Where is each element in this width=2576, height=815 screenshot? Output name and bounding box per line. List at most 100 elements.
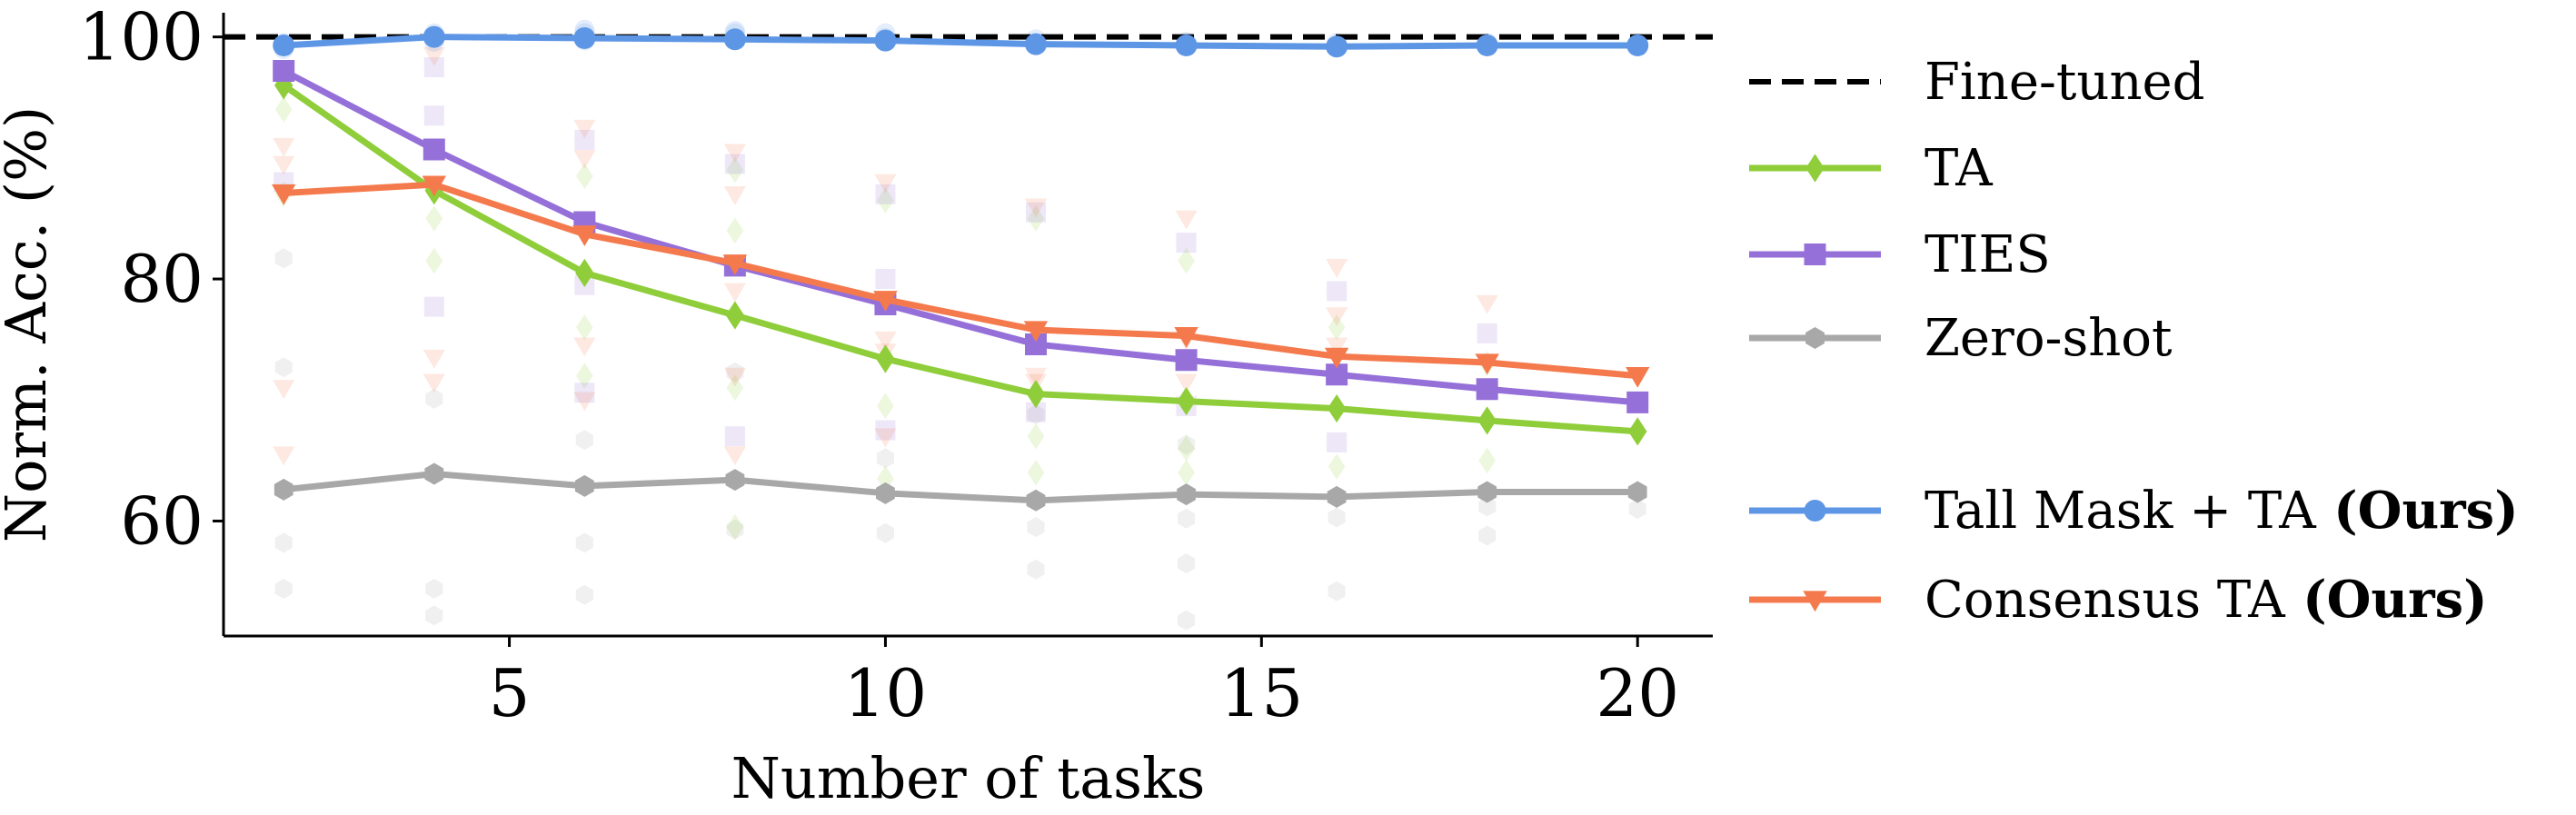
faint-point: [1026, 202, 1046, 223]
faint-point: [1178, 508, 1196, 529]
legend-label: TA: [1925, 139, 1993, 198]
data-point: [423, 138, 445, 161]
faint-point: [877, 187, 894, 214]
legend-label-text: TA: [1925, 139, 1993, 198]
faint-point: [875, 420, 896, 441]
series-line: [282, 83, 1638, 435]
faint-point: [1326, 307, 1348, 327]
data-point: [1025, 333, 1047, 355]
data-point: [273, 34, 295, 56]
faint-point: [575, 532, 593, 553]
x-axis-label: Number of tasks: [731, 745, 1206, 810]
faint-point: [1327, 432, 1348, 452]
legend-label: Tall Mask + TA (Ours): [1925, 481, 2519, 541]
faint-point: [423, 349, 445, 369]
data-point: [1477, 481, 1497, 503]
legend-label: Fine-tuned: [1925, 53, 2205, 112]
faint-point: [1027, 205, 1045, 232]
series-line: [282, 67, 1638, 406]
data-point: [1327, 393, 1347, 423]
faint-point: [877, 393, 894, 420]
data-point: [272, 184, 296, 205]
faint-point: [273, 446, 295, 466]
faint-point: [1024, 198, 1048, 218]
faint-point: [274, 248, 293, 269]
legend-marker: [1805, 327, 1825, 349]
faint-point: [726, 156, 744, 184]
faint-point: [1328, 507, 1346, 528]
faint-point: [1175, 373, 1198, 393]
faint-point: [273, 137, 295, 157]
legend-label-text: Consensus TA: [1925, 571, 2285, 630]
faint-point: [1178, 610, 1196, 631]
data-point: [725, 469, 745, 492]
data-point: [1324, 347, 1349, 369]
faint-point: [425, 388, 443, 409]
data-point: [876, 344, 895, 373]
x-tick-label: 20: [1596, 655, 1679, 731]
data-point: [876, 482, 895, 504]
faint-point: [726, 519, 744, 540]
data-point: [574, 474, 594, 497]
faint-point: [274, 579, 293, 600]
data-point: [274, 478, 293, 501]
faint-point: [1478, 496, 1497, 517]
faint-point: [274, 96, 293, 123]
faint-point: [575, 314, 593, 341]
faint-point: [723, 144, 746, 164]
x-tick-label: 5: [489, 655, 531, 731]
data-point: [1477, 406, 1497, 435]
series-line: [283, 34, 1638, 50]
faint-point: [874, 428, 897, 448]
faint-point: [1178, 459, 1195, 486]
faint-point: [574, 129, 595, 150]
data-point: [1327, 485, 1347, 508]
faint-point: [874, 174, 897, 194]
faint-point: [1027, 559, 1045, 580]
faint-point: [1027, 517, 1045, 538]
data-point: [874, 29, 897, 52]
data-point: [1175, 349, 1198, 372]
faint-point: [423, 56, 444, 77]
series-line: [283, 471, 1638, 504]
faint-point: [1328, 453, 1346, 480]
faint-point: [875, 184, 896, 204]
faint-point: [575, 430, 593, 451]
faint-point: [724, 154, 745, 174]
data-point: [1175, 34, 1198, 56]
faint-point: [1027, 404, 1045, 425]
legend-label-text: Fine-tuned: [1925, 53, 2205, 112]
faint-point: [876, 522, 894, 543]
faint-point: [575, 163, 593, 190]
x-ticks: 5 10 15 20: [489, 636, 1679, 731]
faint-point: [1476, 294, 1498, 314]
data-point: [1023, 321, 1049, 343]
faint-point: [1478, 525, 1497, 546]
faint-point: [425, 247, 443, 274]
data-point: [1326, 35, 1348, 58]
faint-point: [1027, 422, 1045, 450]
faint-point: [574, 383, 595, 403]
data-point: [1177, 386, 1196, 416]
faint-point: [726, 513, 744, 541]
data-point: [1026, 379, 1046, 409]
faint-point: [1328, 314, 1346, 341]
data-point: [1475, 353, 1499, 375]
axes: 5 10 15 20 60 80 100 Number of tasks Norm. Ac…: [0, 0, 1713, 811]
data-point: [1627, 481, 1647, 503]
faint-point: [1326, 337, 1348, 357]
y-tick-label: 100: [79, 0, 204, 75]
faint-point: [1178, 553, 1196, 574]
faint-point: [274, 357, 293, 378]
faint-point: [423, 373, 445, 393]
series-layer: [272, 25, 1650, 512]
legend-label: TIES: [1925, 225, 2051, 284]
data-point: [1626, 391, 1649, 413]
legend-label-suffix: (Ours): [2316, 481, 2519, 541]
data-point: [273, 59, 295, 82]
data-point: [1026, 489, 1046, 512]
data-point: [723, 28, 746, 51]
y-tick-label: 80: [120, 241, 204, 317]
data-point: [424, 462, 444, 485]
